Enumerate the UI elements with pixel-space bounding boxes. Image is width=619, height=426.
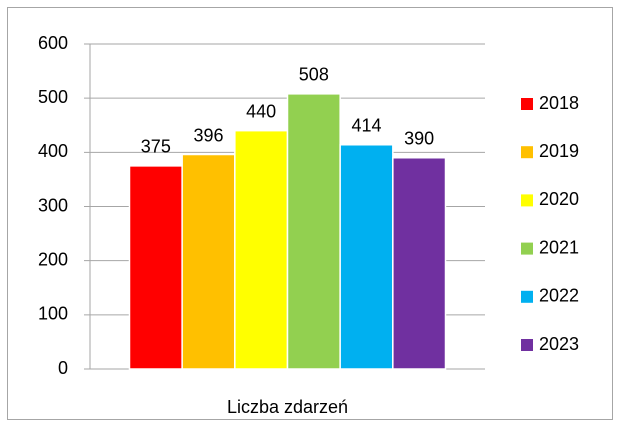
y-tick-label: 0 [58,358,68,378]
y-tick-label: 200 [38,249,68,269]
legend-label: 2019 [539,141,579,161]
bar [339,144,394,370]
bar [128,165,183,370]
legend-label: 2023 [539,334,579,354]
legend-label: 2020 [539,189,579,209]
y-tick-label: 600 [38,33,68,53]
data-label: 508 [299,65,329,85]
y-tick-label: 100 [38,304,68,324]
legend-swatch [521,290,533,303]
y-tick-label: 400 [38,141,68,161]
y-tick-label: 500 [38,87,68,107]
x-tick-label: Liczba zdarzeń [227,397,348,417]
legend-swatch [521,194,533,207]
legend-label: 2018 [539,93,579,113]
legend-label: 2021 [539,237,579,257]
legend-swatch [521,339,533,351]
data-label: 440 [246,101,276,121]
y-tick-label: 300 [38,195,68,215]
legend-swatch [521,146,533,159]
bar [181,153,236,370]
data-label: 390 [404,129,434,149]
data-label: 375 [141,137,171,157]
bar [234,129,289,370]
bar [392,157,447,370]
data-label: 396 [193,125,223,145]
legend-label: 2022 [539,286,579,306]
legend-swatch [521,98,533,110]
bar [286,93,341,370]
legend-swatch [521,242,533,255]
data-label: 414 [351,116,381,136]
